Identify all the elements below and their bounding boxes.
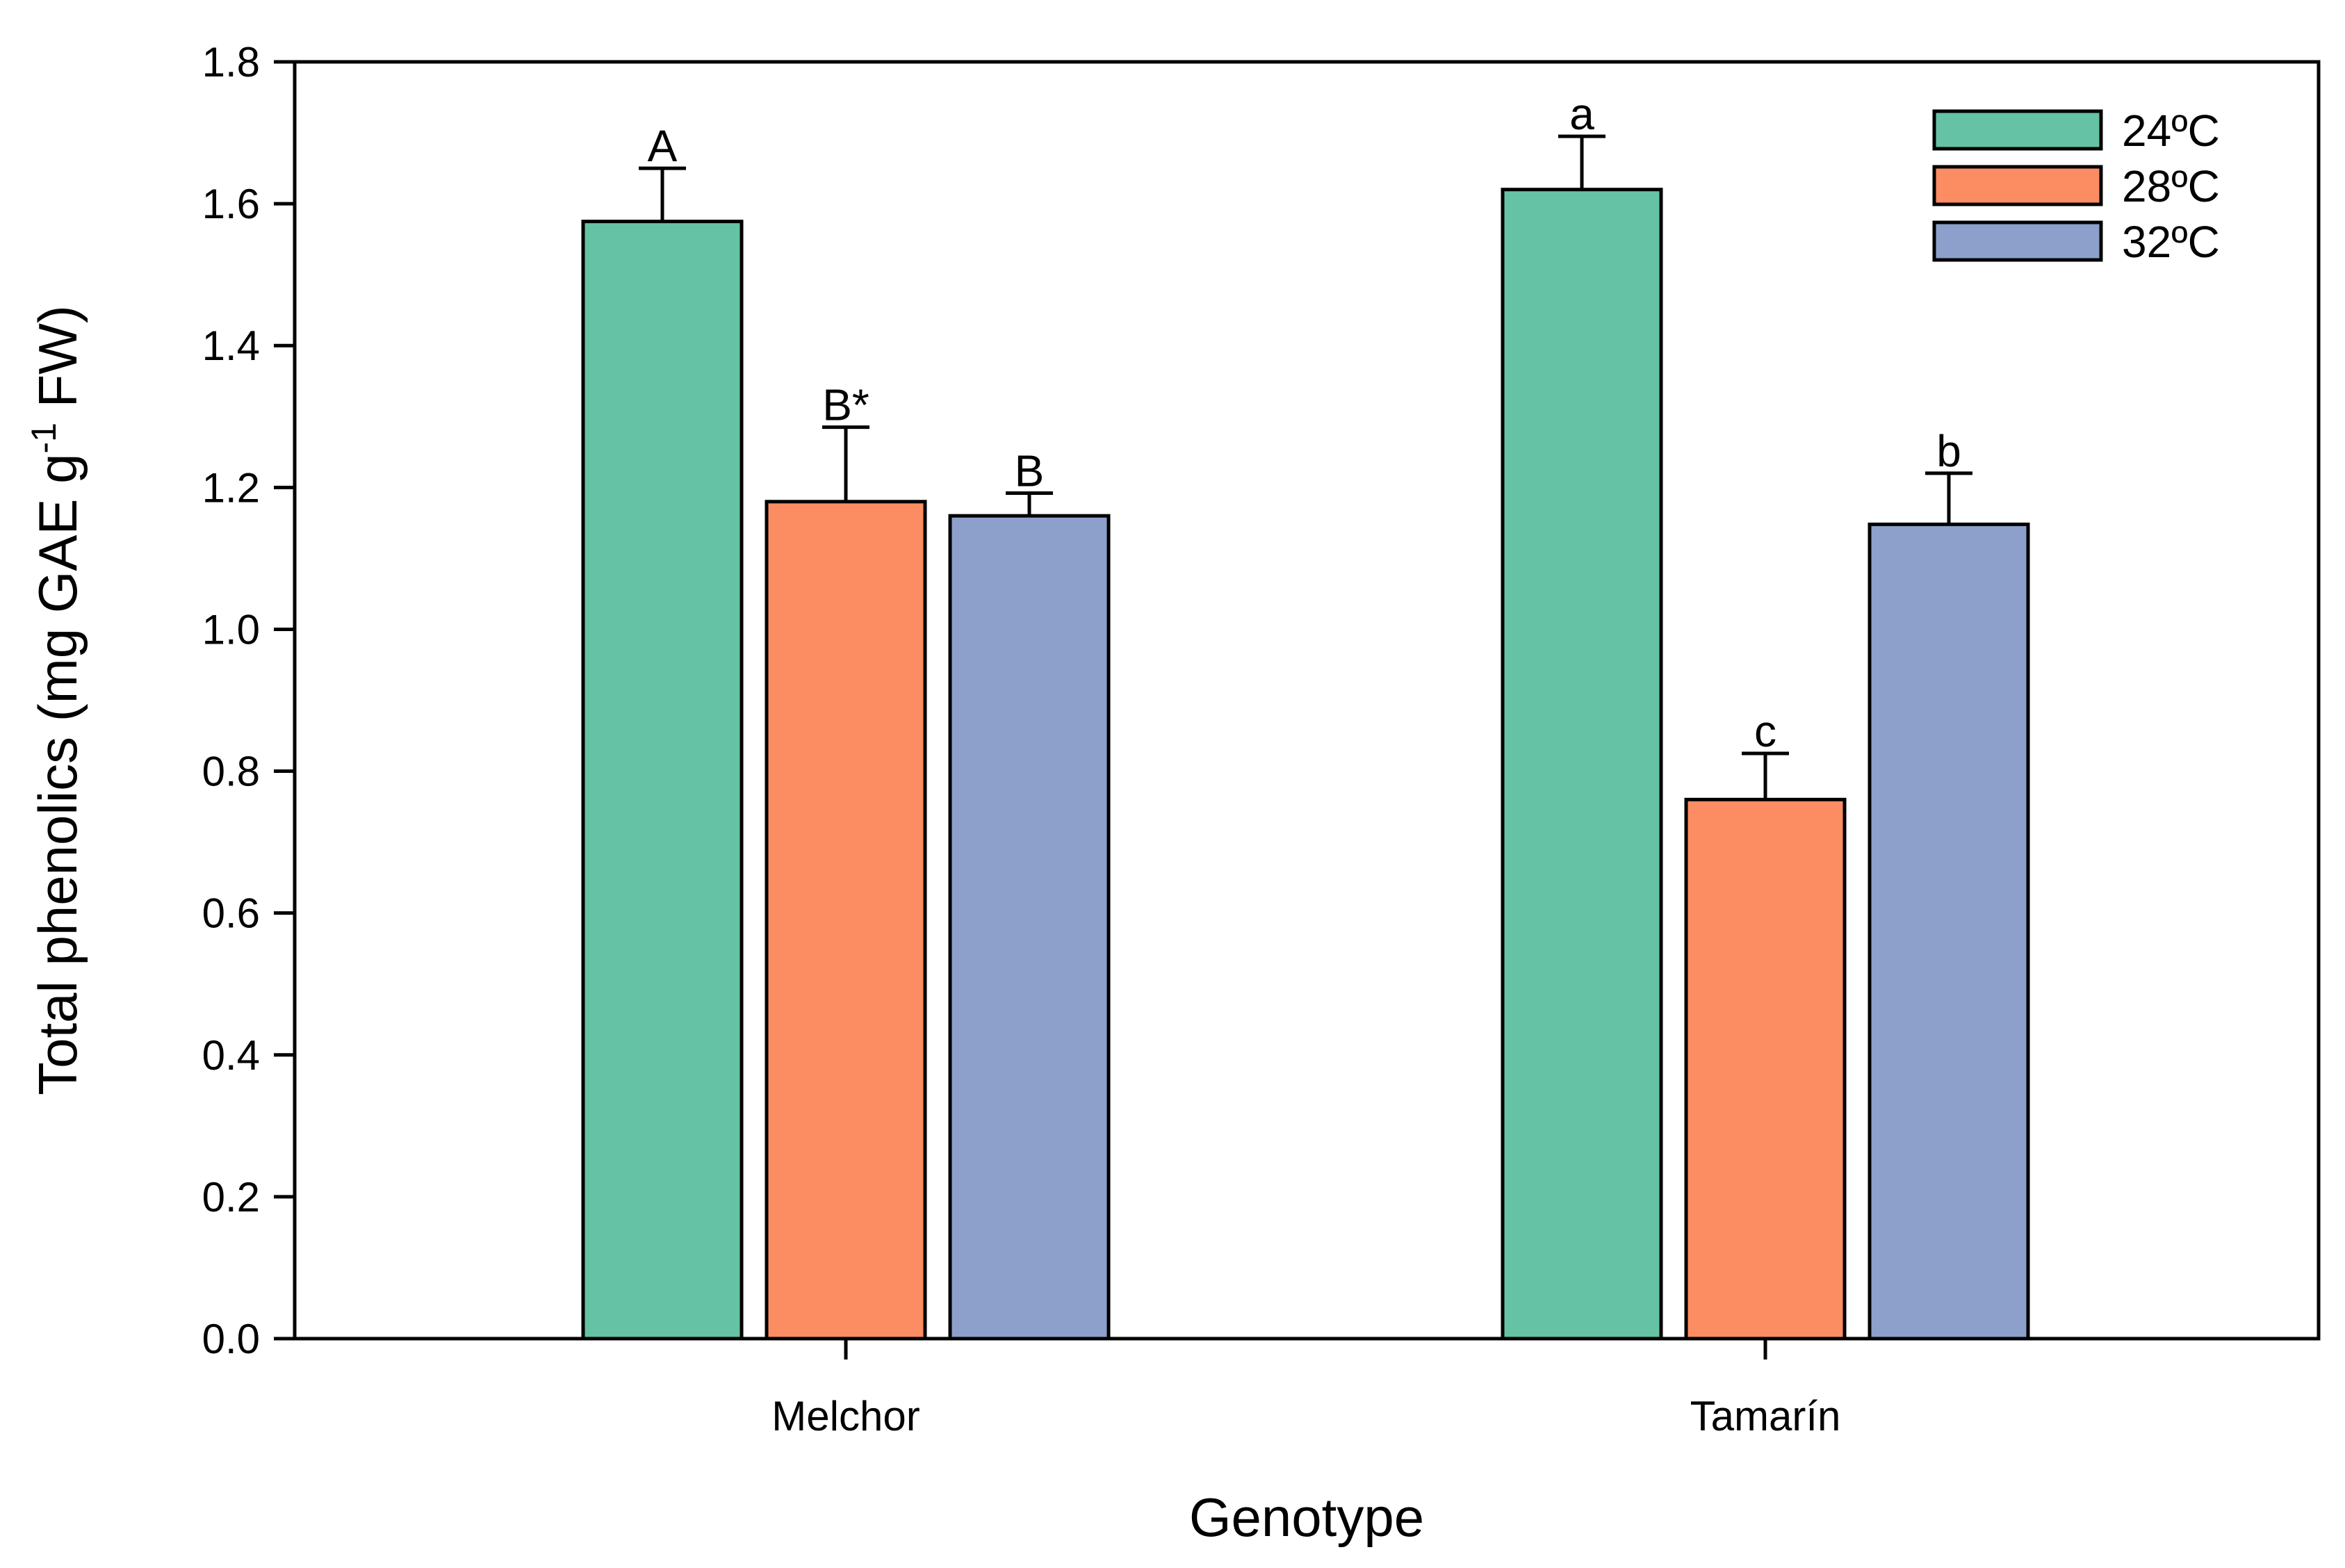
x-axis-title: Genotype	[1189, 1487, 1424, 1548]
y-axis-title-superscript: -1	[24, 423, 63, 453]
y-tick-label: 0.4	[202, 1032, 260, 1079]
y-axis: 0.0 0.2 0.4 0.6 0.8 1.0 1.2 1.4 1.6 1.8	[202, 39, 295, 1362]
bar	[1684, 797, 1847, 1341]
x-tick-label: Melchor	[771, 1393, 920, 1439]
plot-frame	[293, 60, 2321, 1341]
y-tick-label: 0.0	[202, 1316, 260, 1362]
y-tick-label: 1.8	[202, 39, 260, 85]
legend-swatch	[1932, 220, 2103, 262]
x-tick-label: Tamarín	[1690, 1393, 1841, 1439]
significance-label: a	[1569, 89, 1594, 139]
y-tick-label: 1.4	[202, 322, 260, 369]
bar	[765, 500, 927, 1341]
y-axis-title: Total phenolics (mg GAE g-1 FW)	[24, 305, 88, 1095]
legend-swatch	[1932, 165, 2103, 206]
significance-label: A	[648, 121, 678, 171]
y-axis-title-main: Total phenolics (mg GAE g	[27, 453, 88, 1095]
y-tick-label: 1.2	[202, 464, 260, 511]
significance-label: b	[1936, 426, 1961, 476]
bar	[948, 514, 1111, 1341]
bar	[1501, 188, 1663, 1341]
legend-label: 28ºC	[2122, 161, 2220, 211]
significance-label: B*	[822, 380, 869, 430]
y-tick-label: 0.6	[202, 890, 260, 937]
legend-label: 32ºC	[2122, 217, 2220, 267]
y-tick-label: 0.8	[202, 749, 260, 795]
legend-swatch	[1932, 109, 2103, 151]
y-tick-label: 1.6	[202, 181, 260, 227]
y-tick-label: 0.2	[202, 1174, 260, 1220]
significance-label: B	[1015, 446, 1045, 496]
y-axis-title-tail: FW)	[27, 305, 88, 423]
bar	[581, 220, 744, 1341]
y-tick-label: 1.0	[202, 606, 260, 653]
bars-group: Aa B* c B b	[581, 89, 2030, 1341]
legend-label: 24ºC	[2122, 106, 2220, 156]
x-axis: Melchor Tamarín	[771, 1339, 1840, 1439]
significance-label: c	[1754, 706, 1776, 756]
bar	[1868, 522, 2030, 1341]
